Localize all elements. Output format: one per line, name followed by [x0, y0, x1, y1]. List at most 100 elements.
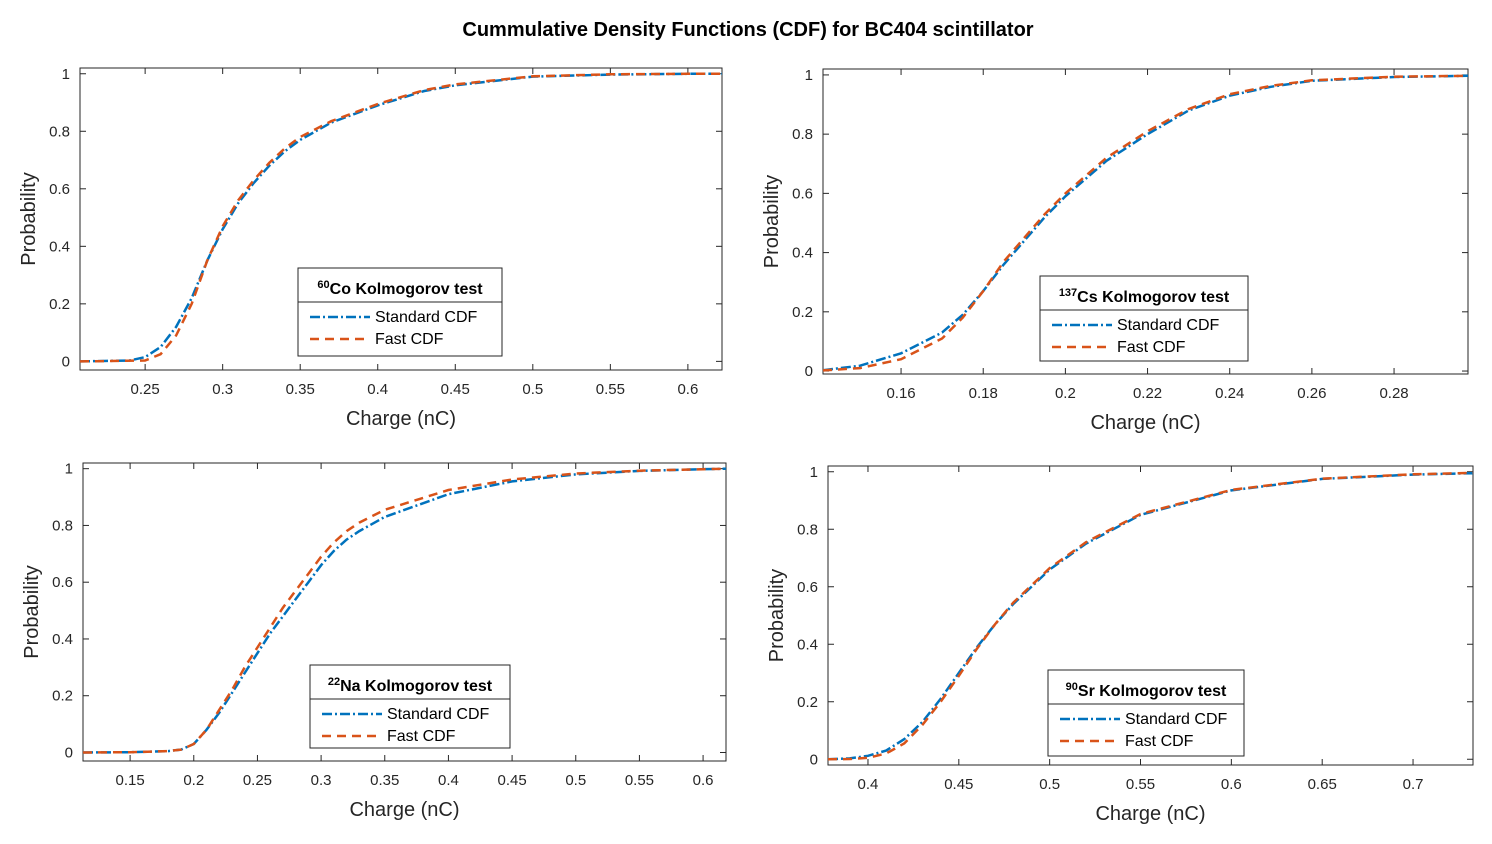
y-tick-label: 0.2 — [52, 688, 73, 705]
series-fast-cdf — [83, 467, 726, 754]
x-tick-label: 0.25 — [131, 381, 160, 398]
x-tick-label: 0.6 — [693, 772, 714, 789]
figure-title: Cummulative Density Functions (CDF) for … — [462, 19, 1033, 41]
x-tick-label: 0.16 — [886, 385, 915, 402]
legend: 137Cs Kolmogorov test Standard CDF Fast CD… — [1039, 275, 1249, 362]
legend-title-text: Cs Kolmogorov test — [1077, 289, 1230, 306]
y-tick-label: 1 — [810, 464, 818, 481]
x-tick-label: 0.4 — [858, 776, 879, 793]
x-tick-label: 0.5 — [522, 381, 543, 398]
x-tick-label: 0.6 — [1221, 776, 1242, 793]
legend-entry-standard: Standard CDF — [375, 309, 477, 326]
x-tick-label: 0.4 — [367, 381, 388, 398]
x-tick-label: 0.5 — [1039, 776, 1060, 793]
legend-entry-fast: Fast CDF — [375, 331, 444, 348]
legend-entry-fast: Fast CDF — [1125, 733, 1194, 750]
legend-title-isotope-mass: 60 — [317, 279, 329, 291]
legend-title: 22Na Kolmogorov test — [328, 676, 493, 695]
y-tick-label: 0 — [62, 353, 70, 370]
legend-entry-standard: Standard CDF — [1125, 711, 1227, 728]
y-tick-label: 0 — [65, 744, 73, 761]
y-tick-label: 0.6 — [797, 579, 818, 596]
x-tick-label: 0.26 — [1297, 385, 1326, 402]
panel-sr90: 0.4 0.45 0.5 0.55 0.6 0.65 0.7 0 0.2 0.4 0.6 0.8 1 Ch… — [766, 464, 1474, 825]
legend-box — [1047, 669, 1245, 757]
y-tick-label: 0.2 — [792, 304, 813, 321]
y-tick-label: 1 — [65, 461, 73, 478]
x-tick-label: 0.45 — [944, 776, 973, 793]
x-axis-label: Charge (nC) — [346, 408, 456, 430]
x-tick-label: 0.35 — [370, 772, 399, 789]
y-tick-label: 0 — [810, 751, 818, 768]
legend: 60Co Kolmogorov test Standard CDF Fast CDF — [297, 267, 503, 357]
y-tick-label: 0.6 — [49, 181, 70, 198]
y-tick-label: 1 — [62, 66, 70, 83]
x-tick-label: 0.24 — [1215, 385, 1244, 402]
panel-na22: 0.15 0.2 0.25 0.3 0.35 0.4 0.45 0.5 0.55 0.6 0 0.2 0… — [21, 461, 727, 821]
x-tick-label: 0.18 — [969, 385, 998, 402]
y-tick-label: 0.6 — [52, 574, 73, 591]
x-axis-label: Charge (nC) — [1090, 412, 1200, 434]
x-tick-label: 0.3 — [212, 381, 233, 398]
y-tick-label: 0.4 — [52, 631, 73, 648]
legend-entry-fast: Fast CDF — [1117, 339, 1186, 356]
legend-box — [297, 267, 503, 357]
x-tick-label: 0.2 — [1055, 385, 1076, 402]
x-tick-label: 0.2 — [183, 772, 204, 789]
x-tick-label: 0.45 — [497, 772, 526, 789]
y-axis-label: Probability — [18, 172, 40, 265]
series-fast-cdf — [80, 72, 722, 363]
legend-title: 60Co Kolmogorov test — [317, 279, 483, 298]
x-tick-label: 0.35 — [286, 381, 315, 398]
y-tick-label: 0.4 — [797, 636, 818, 653]
legend-entry-fast: Fast CDF — [387, 728, 456, 745]
x-tick-label: 0.7 — [1403, 776, 1424, 793]
x-tick-label: 0.65 — [1308, 776, 1337, 793]
legend: 90Sr Kolmogorov test Standard CDF Fast CDF — [1047, 669, 1245, 757]
series-fast-cdf — [823, 74, 1468, 372]
x-tick-label: 0.25 — [243, 772, 272, 789]
legend-title-text: Sr Kolmogorov test — [1078, 683, 1227, 700]
x-tick-label: 0.45 — [441, 381, 470, 398]
y-tick-label: 0.4 — [49, 238, 70, 255]
y-tick-label: 0.8 — [52, 517, 73, 534]
y-tick-label: 0.6 — [792, 185, 813, 202]
x-tick-label: 0.6 — [677, 381, 698, 398]
y-axis-label: Probability — [766, 569, 788, 662]
x-tick-label: 0.5 — [565, 772, 586, 789]
legend-title-text: Na Kolmogorov test — [340, 678, 493, 695]
legend-title-isotope-mass: 90 — [1066, 681, 1078, 693]
x-tick-label: 0.55 — [596, 381, 625, 398]
x-axis-label: Charge (nC) — [1095, 803, 1205, 825]
panel-co60: 0.25 0.3 0.35 0.4 0.45 0.5 0.55 0.6 0 0.2 0.4 0.6 0.… — [18, 66, 723, 430]
x-tick-label: 0.22 — [1133, 385, 1162, 402]
legend-title: 137Cs Kolmogorov test — [1059, 287, 1230, 306]
legend-title-isotope-mass: 137 — [1059, 287, 1077, 299]
x-tick-label: 0.3 — [311, 772, 332, 789]
y-tick-label: 1 — [805, 67, 813, 84]
legend: 22Na Kolmogorov test Standard CDF Fast CDF — [309, 664, 511, 749]
legend-title-text: Co Kolmogorov test — [330, 281, 484, 298]
y-axis-label: Probability — [761, 175, 783, 268]
y-tick-label: 0.8 — [49, 123, 70, 140]
y-tick-label: 0.2 — [797, 694, 818, 711]
x-tick-label: 0.55 — [625, 772, 654, 789]
x-tick-label: 0.15 — [116, 772, 145, 789]
series-fast-cdf — [828, 471, 1473, 761]
x-tick-label: 0.28 — [1379, 385, 1408, 402]
y-tick-label: 0 — [805, 363, 813, 380]
y-tick-label: 0.8 — [792, 126, 813, 143]
y-tick-label: 0.2 — [49, 296, 70, 313]
legend-entry-standard: Standard CDF — [387, 706, 489, 723]
legend-box — [309, 664, 511, 749]
y-axis-label: Probability — [21, 565, 43, 658]
legend-title-isotope-mass: 22 — [328, 676, 340, 688]
x-tick-label: 0.55 — [1126, 776, 1155, 793]
x-tick-label: 0.4 — [438, 772, 459, 789]
y-tick-label: 0.4 — [792, 245, 813, 262]
legend-entry-standard: Standard CDF — [1117, 317, 1219, 334]
legend-title: 90Sr Kolmogorov test — [1066, 681, 1227, 700]
x-axis-label: Charge (nC) — [349, 799, 459, 821]
y-tick-label: 0.8 — [797, 521, 818, 538]
